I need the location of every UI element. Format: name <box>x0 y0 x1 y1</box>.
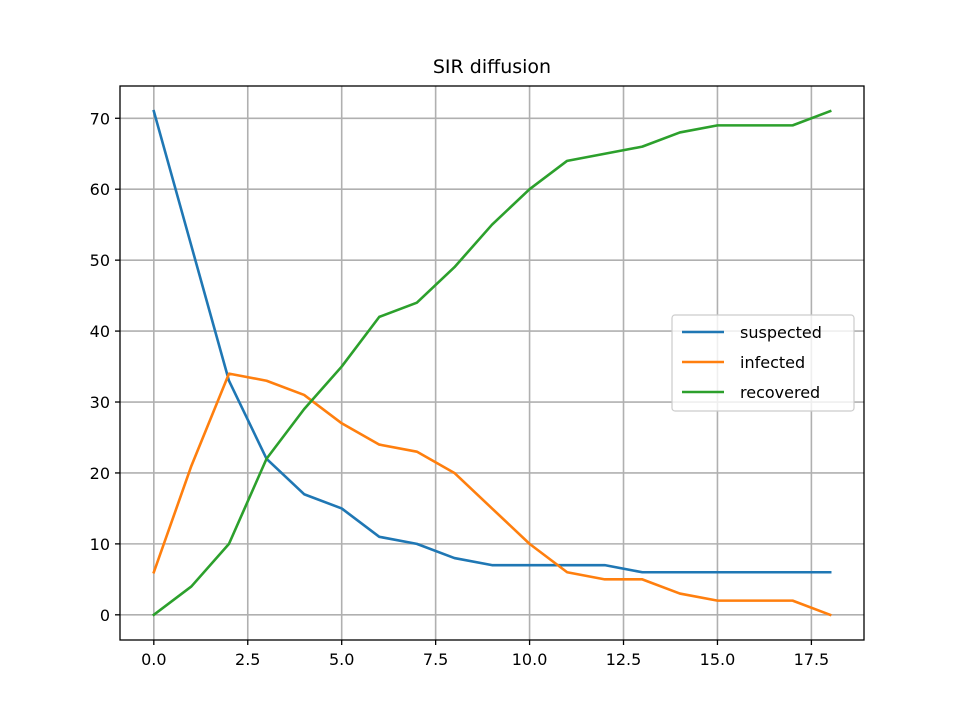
tick-layer: 0.0 2.5 5.0 7.5 10.0 12.5 15.0 17.5 0 10 20 30 40 50 6… <box>90 109 830 669</box>
legend-label-recovered: recovered <box>740 383 820 402</box>
x-tick-label: 17.5 <box>794 650 830 669</box>
legend: suspected infected recovered <box>671 314 855 412</box>
x-tick-label: 0.0 <box>141 650 166 669</box>
chart-title: SIR diffusion <box>433 56 551 78</box>
x-tick-label: 5.0 <box>329 650 354 669</box>
series-line-recovered <box>151 109 832 617</box>
x-tick-label: 10.0 <box>512 650 548 669</box>
y-tick-label: 20 <box>90 464 110 483</box>
x-tick-label: 15.0 <box>700 650 736 669</box>
y-tick-label: 10 <box>90 535 110 554</box>
plot-area-frame <box>119 85 865 641</box>
y-tick-label: 50 <box>90 251 110 270</box>
legend-label-suspected: suspected <box>740 323 822 342</box>
series-layer <box>151 109 832 617</box>
legend-box <box>671 314 855 412</box>
y-tick-label: 0 <box>100 606 110 625</box>
y-tick-label: 30 <box>90 393 110 412</box>
x-tick-label: 7.5 <box>423 650 448 669</box>
y-tick-label: 70 <box>90 109 110 128</box>
y-tick-label: 60 <box>90 180 110 199</box>
series-line-infected <box>152 372 832 617</box>
x-tick-label: 12.5 <box>606 650 642 669</box>
x-tick-label: 2.5 <box>235 650 260 669</box>
y-tick-label: 40 <box>90 322 110 341</box>
legend-label-infected: infected <box>740 353 805 372</box>
